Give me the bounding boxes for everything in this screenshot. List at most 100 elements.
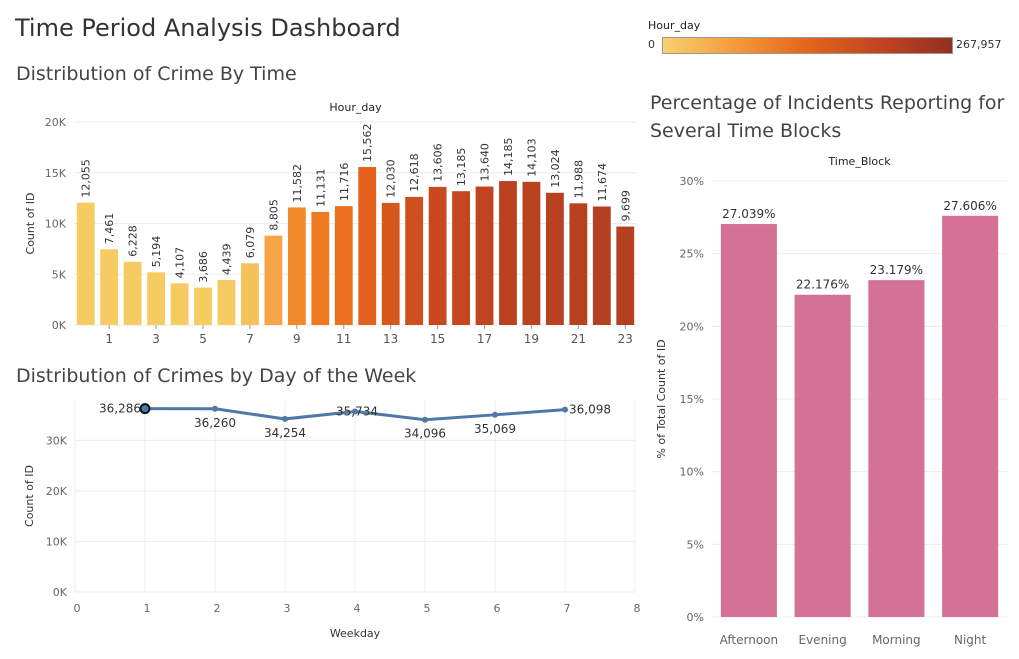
category-label: Evening: [799, 633, 847, 647]
x-tick-label: 21: [571, 332, 586, 346]
bar-value-label: 11,716: [338, 163, 351, 202]
bar[interactable]: [616, 226, 635, 325]
bar[interactable]: [475, 186, 494, 325]
bar-value-label: 11,988: [572, 160, 585, 199]
bar[interactable]: [868, 280, 925, 617]
legend-title: Hour_day: [648, 19, 701, 32]
bar[interactable]: [522, 181, 541, 325]
bar[interactable]: [334, 206, 353, 325]
bar[interactable]: [194, 287, 212, 325]
data-point[interactable]: [562, 406, 568, 413]
bar-value-label: 13,024: [549, 149, 562, 188]
x-tick-label: 0: [74, 602, 81, 615]
bar-value-label: 23.179%: [870, 263, 923, 277]
x-tick-label: 5: [199, 332, 207, 346]
bar-value-label: 4,107: [174, 247, 187, 279]
bar-value-label: 6,079: [244, 227, 257, 259]
bar[interactable]: [499, 181, 517, 325]
hourly-bar-chart[interactable]: Hour_day 0K 5K 10K 15K 20K Count of ID 12,055 7,…: [0, 92, 640, 352]
x-tick-label: 7: [246, 332, 254, 346]
x-tick-label: 23: [618, 332, 633, 346]
bar[interactable]: [452, 191, 470, 325]
y-tick-label: 0%: [687, 611, 704, 624]
timeblock-bar-chart[interactable]: Time_Block 0% 5% 10% 15% 20% 25% 30% % of Total …: [645, 150, 1015, 655]
data-point[interactable]: [282, 415, 288, 422]
bar-value-label: 27.039%: [722, 207, 775, 221]
bar[interactable]: [720, 224, 777, 617]
y-tick-label: 10K: [45, 218, 67, 231]
x-axis-label: Weekday: [330, 627, 381, 640]
x-tick-label: 9: [293, 332, 301, 346]
bar[interactable]: [123, 261, 142, 325]
bar[interactable]: [358, 167, 377, 325]
x-tick-label: 11: [336, 332, 351, 346]
bar[interactable]: [311, 212, 330, 325]
dashboard-title: Time Period Analysis Dashboard: [15, 14, 401, 42]
bar[interactable]: [428, 186, 447, 325]
hourly-chart-header: Hour_day: [329, 101, 382, 114]
bar[interactable]: [217, 279, 236, 325]
y-axis-label: % of Total Count of ID: [655, 339, 668, 458]
timeblock-chart-title: Percentage of Incidents Reporting for Se…: [650, 92, 1005, 142]
bar[interactable]: [381, 202, 400, 325]
bar-value-label: 14,185: [502, 138, 515, 177]
bar-value-label: 12,030: [385, 159, 398, 198]
bar-value-label: 6,228: [127, 225, 140, 257]
x-tick-label: 6: [494, 602, 501, 615]
hourly-chart-title: Distribution of Crime By Time: [16, 63, 297, 85]
y-tick-label: 15K: [45, 167, 67, 180]
bar[interactable]: [170, 283, 189, 325]
data-point[interactable]: [492, 411, 498, 418]
data-point[interactable]: [212, 405, 218, 412]
bar[interactable]: [100, 249, 119, 325]
bar-value-label: 3,686: [197, 251, 210, 283]
x-tick-label: 3: [284, 602, 291, 615]
weekday-chart-title: Distribution of Crimes by Day of the Wee…: [16, 365, 417, 387]
bar-value-label: 12,618: [408, 153, 421, 192]
bar[interactable]: [241, 263, 259, 325]
bar-value-label: 11,674: [596, 163, 609, 202]
category-label: Afternoon: [720, 633, 779, 647]
y-tick-label: 20K: [46, 485, 68, 498]
y-axis-label: Count of ID: [23, 465, 36, 527]
bar-value-label: 4,439: [220, 243, 233, 275]
y-tick-label: 30%: [680, 175, 704, 188]
bar-value-label: 15,562: [361, 124, 374, 163]
bar[interactable]: [942, 215, 999, 618]
bar[interactable]: [76, 202, 95, 325]
point-value-label: 34,254: [264, 426, 306, 440]
x-tick-label: 1: [144, 602, 151, 615]
weekday-line-chart[interactable]: 0K 10K 20K 30K 0 1 2 3 4 5 6 7 8 Weekday Count of ID 36…: [0, 392, 640, 654]
x-tick-label: 7: [564, 602, 571, 615]
bar[interactable]: [287, 207, 306, 325]
point-value-label: 36,098: [569, 403, 611, 417]
bar[interactable]: [592, 206, 611, 325]
y-axis-label: Count of ID: [24, 193, 37, 255]
bar-value-label: 11,131: [314, 169, 327, 208]
bar-value-label: 13,606: [432, 143, 445, 182]
category-label: Morning: [872, 633, 921, 647]
bar[interactable]: [545, 192, 564, 325]
point-value-label: 35,069: [474, 422, 516, 436]
y-tick-label: 10%: [680, 466, 704, 479]
data-point[interactable]: [352, 408, 358, 415]
point-value-label: 36,260: [194, 416, 236, 430]
bar[interactable]: [569, 203, 588, 325]
bar-value-label: 5,194: [150, 236, 163, 267]
legend-max-label: 267,957: [956, 38, 1002, 51]
x-tick-label: 5: [424, 602, 431, 615]
point-value-label: 35,734: [336, 404, 378, 418]
bar[interactable]: [264, 235, 283, 325]
color-legend-gradient[interactable]: [662, 37, 953, 54]
data-point-highlighted[interactable]: [139, 403, 151, 415]
category-label: Night: [954, 633, 987, 647]
bar[interactable]: [794, 294, 851, 617]
bar-value-label: 22.176%: [796, 278, 849, 292]
data-point[interactable]: [422, 416, 428, 423]
bar[interactable]: [405, 196, 424, 325]
x-tick-label: 19: [524, 332, 539, 346]
bar[interactable]: [147, 272, 166, 325]
x-tick-label: 15: [430, 332, 445, 346]
y-tick-label: 15%: [680, 393, 704, 406]
bar-value-label: 7,461: [103, 213, 116, 245]
